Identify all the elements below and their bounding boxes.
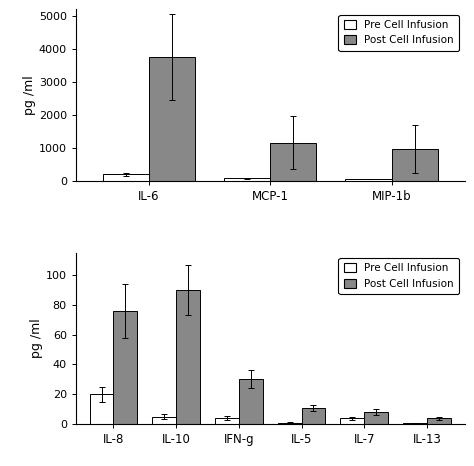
Bar <box>403 423 427 424</box>
Y-axis label: pg /ml: pg /ml <box>30 318 43 358</box>
Bar <box>102 174 149 181</box>
Bar <box>392 149 438 181</box>
Bar <box>427 418 451 424</box>
Bar <box>278 423 301 424</box>
Bar <box>215 418 239 424</box>
Bar <box>346 179 392 181</box>
Bar <box>301 408 325 424</box>
Legend: Pre Cell Infusion, Post Cell Infusion: Pre Cell Infusion, Post Cell Infusion <box>338 14 459 51</box>
Bar <box>90 394 113 424</box>
Bar <box>176 290 200 424</box>
Bar <box>270 143 316 181</box>
Y-axis label: pg /ml: pg /ml <box>23 75 36 115</box>
Bar <box>364 412 388 424</box>
Bar <box>224 178 270 181</box>
Bar <box>340 418 364 424</box>
Bar <box>239 379 263 424</box>
Legend: Pre Cell Infusion, Post Cell Infusion: Pre Cell Infusion, Post Cell Infusion <box>338 258 459 294</box>
Bar <box>152 417 176 424</box>
Bar <box>113 311 137 424</box>
Bar <box>149 57 195 181</box>
